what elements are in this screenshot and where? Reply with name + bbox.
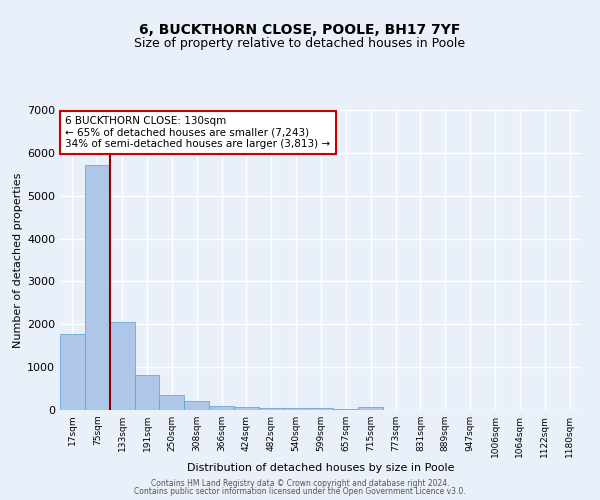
Bar — [184, 402, 209, 410]
Bar — [308, 408, 334, 410]
Bar — [358, 406, 383, 410]
Bar — [209, 406, 234, 410]
Text: Size of property relative to detached houses in Poole: Size of property relative to detached ho… — [134, 38, 466, 51]
Bar — [334, 408, 358, 410]
Bar — [259, 408, 284, 410]
Text: 6 BUCKTHORN CLOSE: 130sqm
← 65% of detached houses are smaller (7,243)
34% of se: 6 BUCKTHORN CLOSE: 130sqm ← 65% of detac… — [65, 116, 331, 149]
Text: 6, BUCKTHORN CLOSE, POOLE, BH17 7YF: 6, BUCKTHORN CLOSE, POOLE, BH17 7YF — [139, 22, 461, 36]
Bar — [110, 322, 134, 410]
Bar — [160, 396, 184, 410]
Bar — [284, 408, 308, 410]
Bar — [134, 375, 160, 410]
Text: Contains public sector information licensed under the Open Government Licence v3: Contains public sector information licen… — [134, 487, 466, 496]
Text: Contains HM Land Registry data © Crown copyright and database right 2024.: Contains HM Land Registry data © Crown c… — [151, 478, 449, 488]
Bar — [234, 406, 259, 410]
Y-axis label: Number of detached properties: Number of detached properties — [13, 172, 23, 348]
X-axis label: Distribution of detached houses by size in Poole: Distribution of detached houses by size … — [187, 462, 455, 472]
Bar — [60, 334, 85, 410]
Bar — [85, 165, 110, 410]
